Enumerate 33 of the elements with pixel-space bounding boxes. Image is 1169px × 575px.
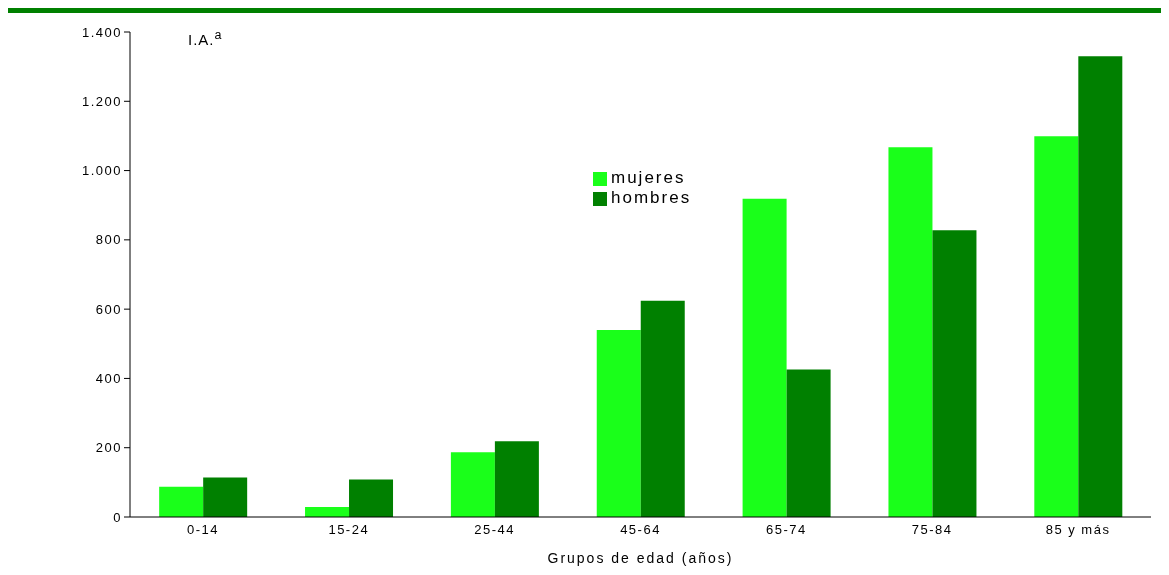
y-tick-label: 600 — [95, 301, 122, 317]
y-tick-label: 0 — [113, 509, 122, 525]
bar — [742, 198, 787, 517]
bar — [640, 300, 685, 517]
bar — [349, 479, 394, 517]
bar — [305, 506, 350, 517]
bar — [450, 452, 495, 517]
y-tick-label: 1.200 — [81, 93, 122, 109]
bar — [159, 486, 204, 517]
bar — [932, 230, 977, 517]
y-tick-label: 800 — [95, 232, 122, 248]
bar — [203, 477, 248, 517]
bar — [1078, 56, 1123, 517]
bar — [1034, 136, 1079, 517]
x-tick-label: 0-14 — [186, 522, 219, 538]
bar — [596, 329, 641, 517]
bar — [888, 147, 933, 517]
y-tick-label: 1.400 — [81, 24, 122, 40]
legend-label: hombres — [611, 188, 692, 207]
x-tick-label: 25-44 — [474, 522, 516, 538]
y-axis-title: I.A.$^{a}$ — [188, 28, 223, 48]
bar — [494, 441, 539, 517]
x-tick-label: 45-64 — [620, 522, 661, 538]
x-axis-title: Grupos de edad (años) — [547, 550, 734, 566]
x-tick-label: 65-74 — [765, 522, 807, 538]
legend-label: mujeres — [611, 168, 686, 187]
y-tick-label: 1.000 — [81, 163, 122, 179]
y-tick-label: 200 — [95, 440, 122, 456]
x-tick-label: 75-84 — [911, 522, 953, 538]
bar — [786, 369, 831, 517]
x-tick-label: 15-24 — [328, 522, 370, 538]
y-tick-label: 400 — [95, 371, 122, 387]
x-tick-label: 85 y más — [1045, 522, 1111, 538]
